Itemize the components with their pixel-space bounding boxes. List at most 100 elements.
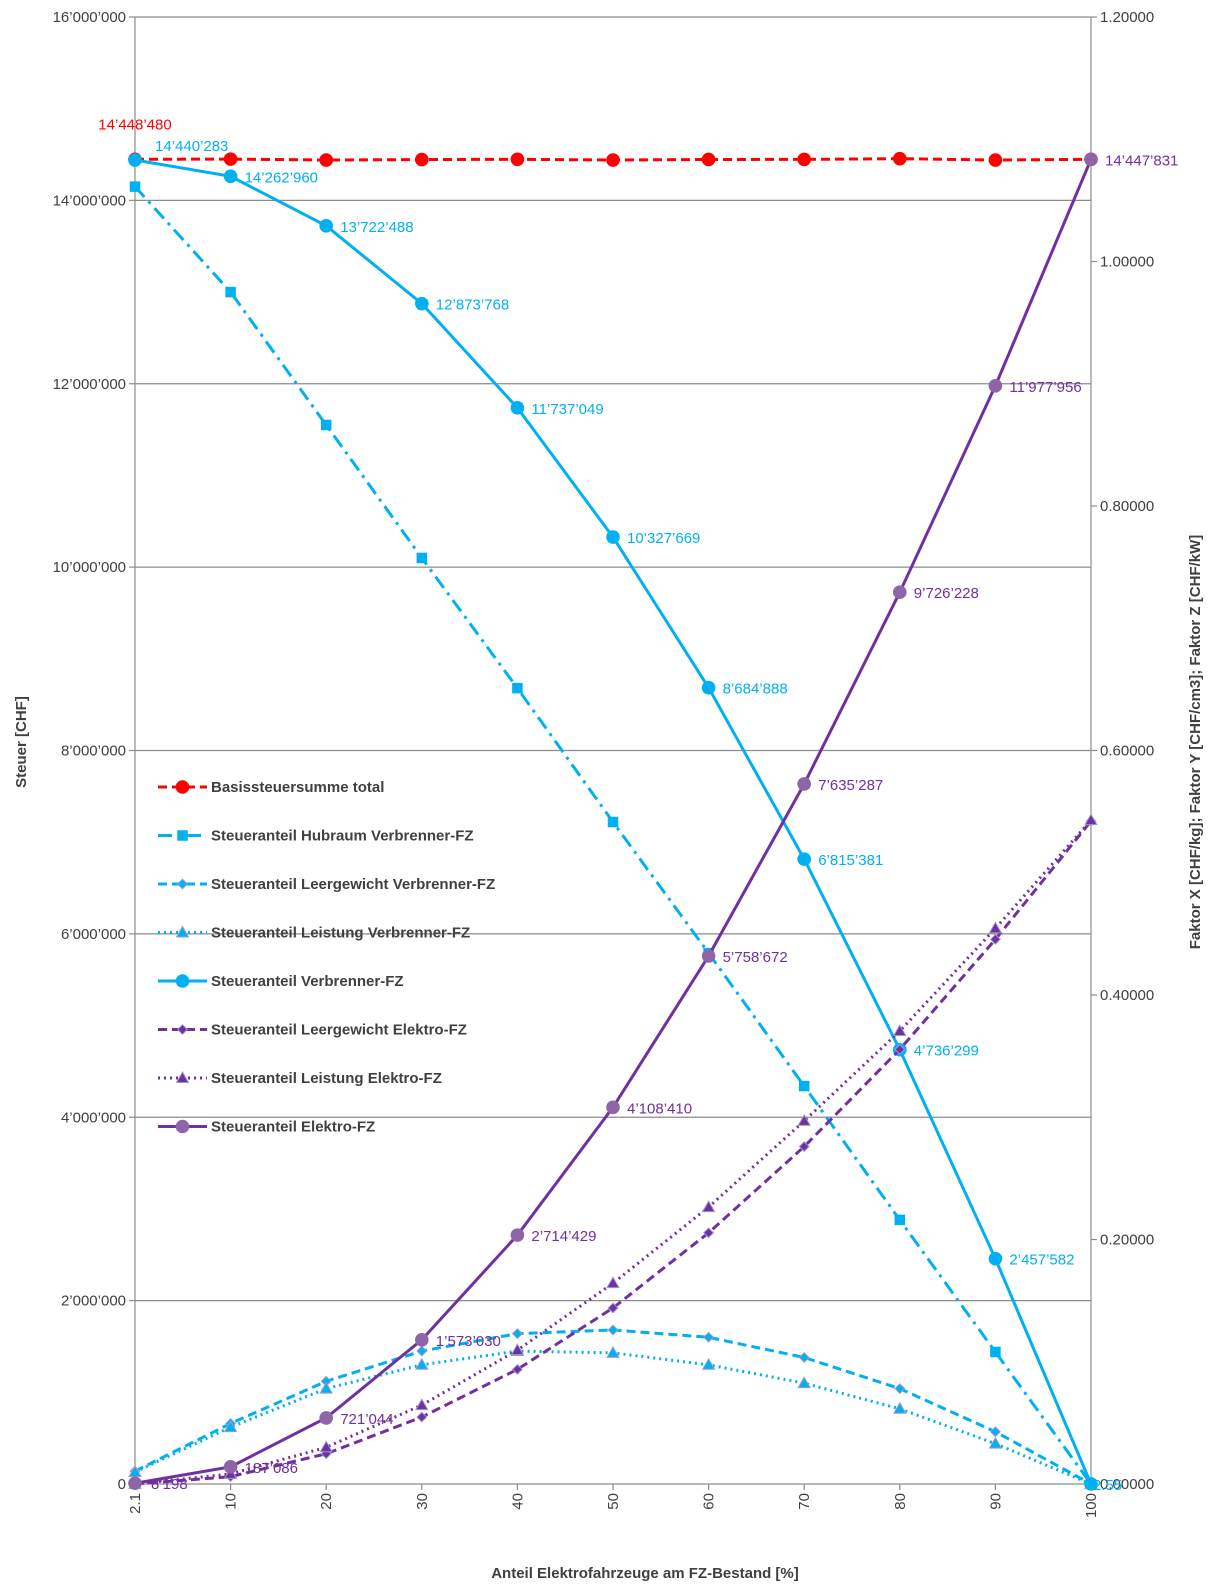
data-point bbox=[894, 1043, 906, 1055]
data-point bbox=[607, 1302, 619, 1314]
legend-item: Steueranteil Leergewicht Verbrenner-FZ bbox=[158, 876, 495, 893]
x-tick-label: 10 bbox=[223, 1493, 240, 1510]
data-point bbox=[128, 1476, 142, 1491]
data-label: 7’635’287 bbox=[818, 777, 883, 794]
y2-tick-label: 0.60000 bbox=[1100, 743, 1154, 760]
x-axis-title: Anteil Elektrofahrzeuge am FZ-Bestand [%… bbox=[491, 1565, 799, 1582]
x-tick-label: 60 bbox=[701, 1493, 718, 1510]
y-axis-title: Steuer [CHF] bbox=[13, 696, 30, 788]
data-point bbox=[701, 152, 716, 167]
data-label: 187’086 bbox=[245, 1460, 298, 1477]
data-point bbox=[797, 777, 811, 791]
data-label: 11’977’956 bbox=[1009, 379, 1081, 396]
data-point bbox=[415, 152, 429, 167]
data-label: 1’573’030 bbox=[436, 1333, 501, 1350]
data-point bbox=[319, 1440, 334, 1453]
data-point bbox=[701, 1200, 716, 1213]
data-point bbox=[988, 1251, 1003, 1266]
y2-tick-label: 0.20000 bbox=[1100, 1232, 1154, 1249]
y2-tick-label: 0.80000 bbox=[1100, 498, 1154, 515]
data-label: 10’327’669 bbox=[627, 530, 700, 547]
series-line bbox=[134, 820, 1093, 1486]
data-point bbox=[797, 1113, 812, 1126]
data-label: 13’722’488 bbox=[340, 219, 413, 236]
series-4 bbox=[128, 153, 1098, 1491]
data-point bbox=[415, 296, 429, 311]
y2-tick-label: 1.20000 bbox=[1100, 9, 1154, 26]
legend-label: Steueranteil Verbrenner-FZ bbox=[211, 973, 404, 990]
data-point bbox=[416, 1411, 428, 1423]
data-point bbox=[416, 1345, 428, 1357]
series-line bbox=[134, 819, 1093, 1486]
series-layer bbox=[128, 151, 1098, 1491]
legend-item: Basissteuersumme total bbox=[158, 779, 384, 796]
y-tick-label: 8’000’000 bbox=[61, 743, 126, 760]
data-point bbox=[797, 852, 811, 866]
data-point bbox=[798, 1351, 810, 1363]
data-point bbox=[892, 1024, 907, 1037]
legend-label: Steueranteil Elektro-FZ bbox=[211, 1119, 375, 1136]
data-point bbox=[319, 219, 334, 233]
data-point bbox=[703, 1331, 715, 1343]
y2-axis-title: Faktor X [CHF/kg]; Faktor Y [CHF/cm3]; F… bbox=[1187, 535, 1204, 949]
legend-item: Steueranteil Leistung Elektro-FZ bbox=[158, 1070, 442, 1087]
data-label: 721’044 bbox=[340, 1411, 393, 1428]
series-7 bbox=[128, 152, 1098, 1491]
data-label: 8’684’888 bbox=[723, 681, 788, 698]
gridlines bbox=[135, 16, 1091, 1302]
data-point bbox=[319, 1381, 334, 1394]
data-label: 5’758’672 bbox=[723, 949, 788, 966]
x-tick-label: 80 bbox=[892, 1493, 909, 1510]
data-point bbox=[988, 921, 1003, 934]
data-point bbox=[510, 152, 525, 167]
x-tick-label: 70 bbox=[796, 1493, 813, 1510]
legend-item: Steueranteil Leergewicht Elektro-FZ bbox=[158, 1022, 467, 1039]
data-point bbox=[990, 1346, 1001, 1358]
legend-label: Steueranteil Leergewicht Elektro-FZ bbox=[211, 1022, 467, 1039]
data-point bbox=[129, 181, 141, 192]
data-point bbox=[223, 169, 238, 184]
y2-tick-label: 0.40000 bbox=[1100, 987, 1154, 1004]
data-label: 14’448’480 bbox=[98, 116, 171, 133]
legend-swatch-marker bbox=[175, 974, 190, 988]
data-point bbox=[703, 1227, 715, 1239]
data-label: 2’457’582 bbox=[1009, 1252, 1074, 1269]
legend-swatch-marker bbox=[175, 1071, 190, 1083]
data-point bbox=[798, 1080, 810, 1092]
legend-swatch-marker bbox=[175, 780, 190, 794]
data-point bbox=[797, 152, 811, 167]
data-label: 12’873’768 bbox=[436, 297, 509, 314]
legend-swatch-marker bbox=[176, 1023, 189, 1036]
y2-tick-label: 0.00000 bbox=[1100, 1476, 1154, 1493]
data-point bbox=[606, 1345, 620, 1358]
data-label: 8’198 bbox=[151, 1476, 188, 1493]
data-label: 9’726’228 bbox=[914, 585, 979, 602]
y-tick-label: 2’000’000 bbox=[61, 1293, 126, 1310]
legend-label: Steueranteil Leistung Elektro-FZ bbox=[211, 1070, 442, 1087]
data-point bbox=[510, 1228, 525, 1242]
data-label: 6’815’381 bbox=[818, 852, 883, 869]
data-point bbox=[893, 585, 907, 600]
data-point bbox=[988, 153, 1003, 167]
data-point bbox=[607, 1324, 619, 1336]
data-point bbox=[701, 949, 716, 963]
data-label: 2.55 bbox=[1093, 1477, 1122, 1494]
legend-label: Steueranteil Leergewicht Verbrenner-FZ bbox=[211, 876, 495, 893]
data-point bbox=[1084, 152, 1098, 167]
axes: 0 2’000’000 4’000’000 6’000’000 8’000’000 10’… bbox=[53, 9, 1155, 1518]
data-point bbox=[701, 680, 716, 695]
data-point bbox=[128, 153, 142, 167]
legend-swatch-marker bbox=[177, 830, 188, 841]
legend-label: Basissteuersumme total bbox=[211, 779, 384, 796]
data-point bbox=[607, 816, 619, 828]
data-label: 14’447’831 bbox=[1105, 152, 1178, 169]
x-tick-label: 2.1 bbox=[127, 1493, 144, 1514]
legend-item: Steueranteil Elektro-FZ bbox=[158, 1119, 375, 1136]
x-tick-label: 20 bbox=[318, 1493, 335, 1510]
data-point bbox=[319, 153, 334, 167]
data-point bbox=[988, 378, 1003, 393]
data-point bbox=[892, 1401, 907, 1414]
legend-label: Steueranteil Hubraum Verbrenner-FZ bbox=[211, 828, 474, 845]
data-point bbox=[416, 552, 428, 564]
legend-label: Steueranteil Leistung Verbrenner-FZ bbox=[211, 925, 470, 942]
